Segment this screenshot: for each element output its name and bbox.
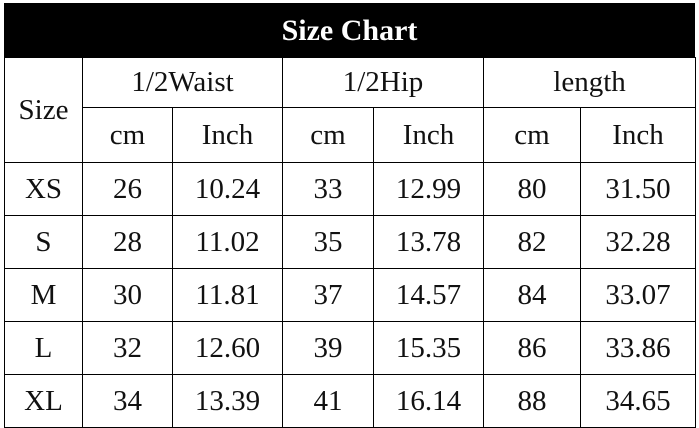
value-cell: 10.24 — [171, 162, 284, 216]
waist-header: 1/2Waist — [81, 57, 284, 108]
value-cell: 16.14 — [373, 374, 485, 428]
size-cell: M — [4, 268, 83, 322]
unit-header: cm — [282, 107, 375, 163]
unit-header: Inch — [171, 107, 284, 163]
unit-header: cm — [483, 107, 582, 163]
value-cell: 12.60 — [171, 321, 284, 375]
value-cell: 33 — [282, 162, 375, 216]
value-cell: 33.07 — [580, 268, 697, 322]
value-cell: 11.81 — [171, 268, 284, 322]
value-cell: 15.35 — [373, 321, 485, 375]
size-cell: XS — [4, 162, 83, 216]
value-cell: 84 — [483, 268, 582, 322]
unit-header: Inch — [580, 107, 697, 163]
header-row-groups: Size 1/2Waist 1/2Hip length — [4, 57, 697, 163]
unit-header: Inch — [373, 107, 485, 163]
value-cell: 13.78 — [373, 215, 485, 269]
table-row: M 30 11.81 37 14.57 84 33.07 — [4, 268, 697, 322]
size-cell: S — [4, 215, 83, 269]
size-cell: XL — [4, 374, 83, 428]
value-cell: 12.99 — [373, 162, 485, 216]
value-cell: 33.86 — [580, 321, 697, 375]
hip-header: 1/2Hip — [282, 57, 485, 108]
value-cell: 30 — [82, 268, 173, 322]
value-cell: 37 — [282, 268, 375, 322]
value-cell: 34.65 — [580, 374, 697, 428]
value-cell: 31.50 — [580, 162, 697, 216]
size-chart: Size Chart Size 1/2Waist 1/2Hip length c… — [4, 3, 697, 428]
unit-header: cm — [82, 107, 173, 163]
table-row: S 28 11.02 35 13.78 82 32.28 — [4, 215, 697, 269]
size-cell: L — [4, 321, 83, 375]
table-row: XS 26 10.24 33 12.99 80 31.50 — [4, 162, 697, 216]
value-cell: 32 — [82, 321, 173, 375]
size-table: Size 1/2Waist 1/2Hip length cm Inch cm I… — [4, 57, 697, 428]
value-cell: 26 — [82, 162, 173, 216]
length-header: length — [483, 57, 697, 108]
size-header: Size — [4, 57, 83, 163]
table-row: XL 34 13.39 41 16.14 88 34.65 — [4, 374, 697, 428]
table-row: L 32 12.60 39 15.35 86 33.86 — [4, 321, 697, 375]
value-cell: 11.02 — [171, 215, 284, 269]
value-cell: 32.28 — [580, 215, 697, 269]
value-cell: 80 — [483, 162, 582, 216]
value-cell: 82 — [483, 215, 582, 269]
value-cell: 88 — [483, 374, 582, 428]
value-cell: 28 — [82, 215, 173, 269]
value-cell: 86 — [483, 321, 582, 375]
header-row-units: cm Inch cm Inch cm Inch — [5, 107, 697, 163]
chart-title: Size Chart — [4, 3, 695, 57]
value-cell: 35 — [282, 215, 375, 269]
value-cell: 39 — [282, 321, 375, 375]
value-cell: 13.39 — [171, 374, 284, 428]
value-cell: 41 — [282, 374, 375, 428]
value-cell: 34 — [82, 374, 173, 428]
value-cell: 14.57 — [373, 268, 485, 322]
